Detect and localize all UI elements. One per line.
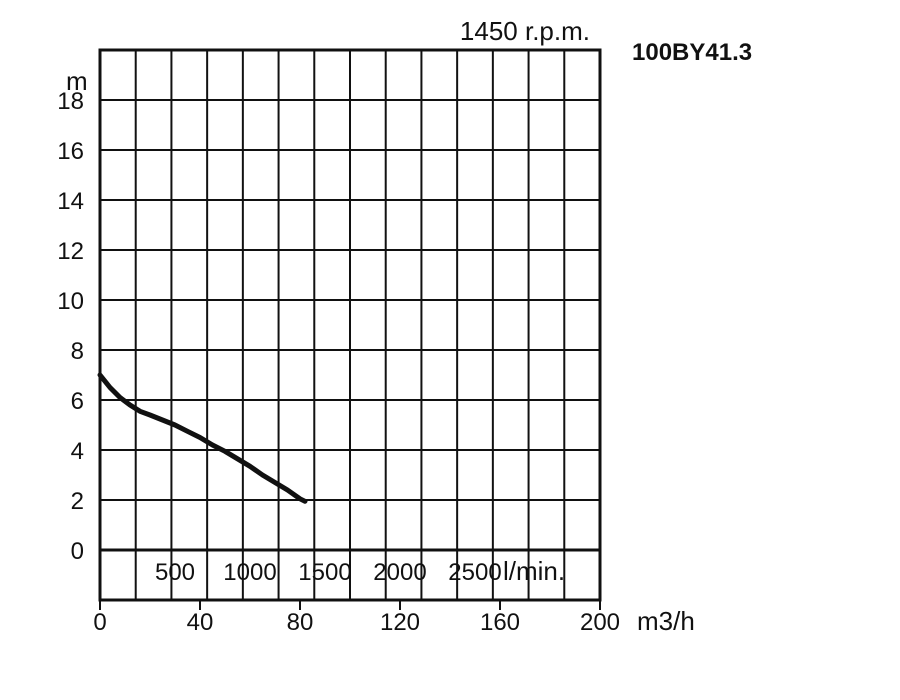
series-line: [97, 372, 308, 504]
secondary-x-tick-label: 500: [155, 559, 195, 586]
x-tick-label: 40: [187, 609, 214, 636]
x-tick-label: 80: [287, 609, 314, 636]
y-tick-label: 16: [57, 138, 84, 165]
x-tick-label: 200: [580, 609, 620, 636]
secondary-x-tick-label: 2500: [448, 559, 501, 586]
chart-subtitle: 1450 r.p.m.: [460, 16, 590, 46]
y-tick-label: 14: [57, 188, 84, 215]
secondary-x-tick-label: 1000: [223, 559, 276, 586]
y-tick-label: 18: [57, 88, 84, 115]
y-tick-label: 10: [57, 288, 84, 315]
y-tick-label: 4: [71, 438, 84, 465]
secondary-x-axis-label: l/min.: [503, 556, 565, 586]
y-tick-label: 2: [71, 488, 84, 515]
y-tick-label: 6: [71, 388, 84, 415]
plot-frame: [98, 48, 602, 602]
x-axis-label: m3/h: [637, 606, 695, 636]
x-tick-label: 160: [480, 609, 520, 636]
y-axis-label: m: [66, 66, 88, 96]
x-tick-labels: 0 40 80 120 160 200: [93, 600, 620, 636]
x-tick-label: 120: [380, 609, 420, 636]
series-group: [97, 372, 308, 504]
secondary-x-tick-label: 1500: [298, 559, 351, 586]
y-tick-label: 0: [71, 538, 84, 565]
y-tick-labels: 0 2 4 6 8 10 12 14 16 18: [57, 88, 84, 565]
y-tick-label: 8: [71, 338, 84, 365]
secondary-x-tick-labels: 500 1000 1500 2000 2500: [155, 559, 502, 586]
x-tick-label: 0: [93, 609, 106, 636]
grid-lines: [100, 50, 600, 600]
y-tick-label: 12: [57, 238, 84, 265]
chart-title: 100BY41.3: [632, 39, 752, 66]
secondary-x-tick-label: 2000: [373, 559, 426, 586]
